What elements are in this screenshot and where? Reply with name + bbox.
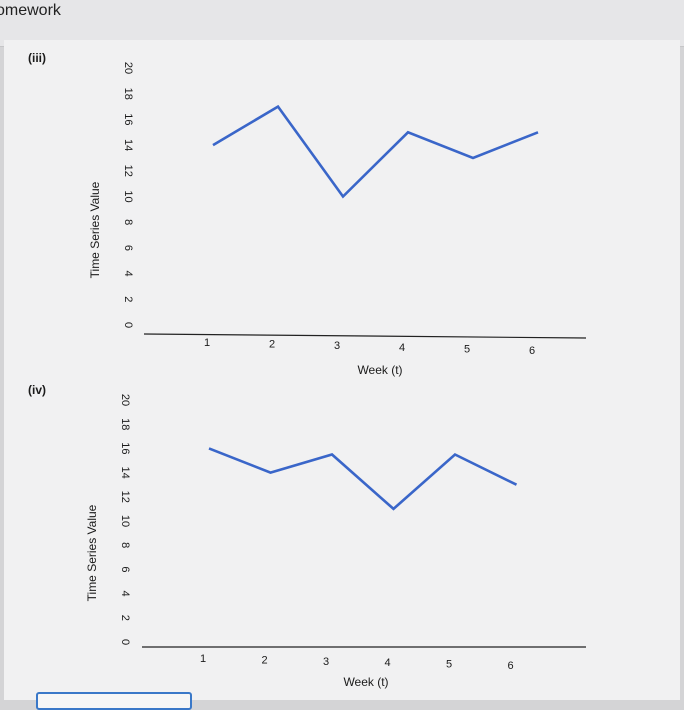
y-tick-label: 16 <box>122 113 134 125</box>
y-tick-label: 12 <box>122 165 134 177</box>
series-line <box>208 447 518 511</box>
x-tick-label: 2 <box>261 654 267 666</box>
y-tick-label: 14 <box>119 466 131 478</box>
y-tick-label: 18 <box>119 418 131 430</box>
y-tick-label: 8 <box>122 219 134 225</box>
panel-label: (iv) <box>28 383 46 397</box>
answer-input[interactable] <box>36 692 192 710</box>
y-tick-label: 10 <box>119 515 131 527</box>
x-tick-label: 6 <box>507 660 513 672</box>
y-tick-label: 12 <box>119 491 131 503</box>
y-tick-label: 14 <box>122 139 134 151</box>
x-axis-line <box>143 333 587 339</box>
x-axis-label: Week (t) <box>357 363 402 377</box>
homework-paper: (iii) Time Series Value 0 2 4 6 8 10 12 14 16 18 20 1… <box>4 40 680 700</box>
series-line <box>212 104 539 199</box>
y-axis-label: Time Series Value <box>88 181 102 278</box>
x-tick-label: 3 <box>334 340 340 352</box>
y-tick-label: 10 <box>122 190 134 202</box>
y-tick-label: 4 <box>119 591 131 597</box>
y-tick-label: 16 <box>119 442 131 454</box>
x-tick-label: 2 <box>269 339 275 351</box>
y-tick-label: 0 <box>119 639 131 645</box>
y-tick-label: 6 <box>122 245 134 251</box>
y-tick-label: 18 <box>122 88 134 100</box>
panel-label: (iii) <box>28 51 46 65</box>
y-tick-label: 2 <box>119 615 131 621</box>
y-tick-label: 8 <box>119 542 131 548</box>
x-axis-label: Week (t) <box>343 675 388 689</box>
x-tick-label: 1 <box>200 653 206 665</box>
y-tick-label: 6 <box>119 566 131 572</box>
x-tick-label: 1 <box>204 337 210 349</box>
x-tick-label: 4 <box>384 657 390 669</box>
y-tick-label: 20 <box>119 394 131 406</box>
x-tick-label: 5 <box>464 343 470 355</box>
y-tick-label: 2 <box>122 296 134 302</box>
page-title: omework <box>0 2 61 19</box>
y-tick-label: 0 <box>122 322 134 328</box>
x-tick-label: 4 <box>399 342 405 354</box>
x-tick-label: 3 <box>323 656 329 668</box>
y-tick-label: 20 <box>122 62 134 74</box>
x-tick-label: 5 <box>446 659 452 671</box>
y-axis-label: Time Series Value <box>85 504 99 601</box>
x-tick-label: 6 <box>529 345 535 357</box>
charts-canvas: (iii)Time Series Value024681012141618201… <box>28 51 587 689</box>
y-tick-label: 4 <box>122 271 134 277</box>
